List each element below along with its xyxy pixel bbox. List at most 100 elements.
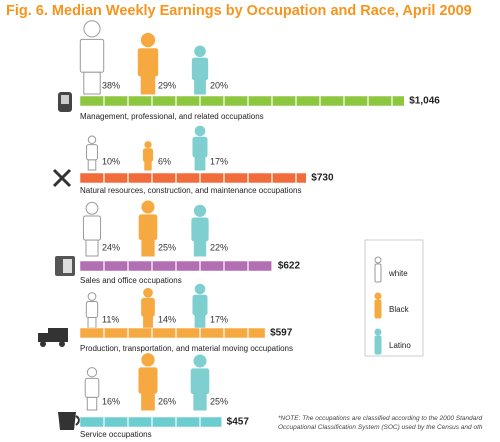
value-label: 17% [210,314,228,324]
person-figure [138,353,158,411]
legend-body [374,299,382,319]
legs [83,71,101,95]
head [193,354,207,368]
legs [193,240,207,257]
head [86,367,98,378]
head [87,292,97,301]
legend-label: white [388,269,408,278]
legend-item: Latino [374,328,411,355]
value-label: 6% [158,156,171,166]
earnings-label: $457 [227,417,250,428]
legend-label: Black [389,305,410,314]
value-label: 22% [210,242,228,252]
category-label: Service occupations [80,430,152,439]
category-label: Production, transportation, and material… [80,344,293,353]
body [79,38,105,73]
coffee-icon [58,412,80,430]
body [137,48,159,77]
chart-title: Fig. 6. Median Weekly Earnings by Occupa… [6,3,472,19]
head [140,32,156,48]
legend-head [374,292,382,300]
body [192,136,208,158]
body [141,297,155,317]
person-figure [79,20,105,95]
body [84,377,100,398]
legend-head [374,328,382,336]
legend-box [364,239,424,357]
legs [143,315,153,329]
head [83,20,101,38]
person-figure [138,200,158,257]
legs [87,316,97,329]
head [193,204,207,217]
value-label: 26% [158,396,176,406]
head [194,45,206,58]
body [191,57,209,81]
legend-item: white [374,256,408,283]
value-label: 24% [102,242,120,252]
legend-body [374,263,382,283]
office-phone-icon [55,256,75,276]
body [138,214,158,241]
legs [86,396,98,411]
person-figure [86,135,98,171]
head [143,287,153,298]
value-label: 10% [102,156,120,166]
head [141,200,155,214]
head [144,141,152,149]
earnings-bar [79,172,307,184]
earnings-bar [79,327,266,339]
legs [194,314,206,329]
value-label: 17% [210,156,228,166]
body [190,368,210,395]
body [138,367,158,394]
person-figure [190,354,210,411]
legs [193,393,207,411]
legend-head [374,256,382,264]
person-figure [137,32,159,95]
body [86,144,98,161]
value-label: 14% [158,314,176,324]
person-figure [85,292,99,329]
note: *NOTE: The occupations are classified ac… [278,415,483,431]
value-label: 11% [102,314,119,324]
person-figure [191,204,209,257]
person-figure [84,367,100,411]
legend-item: Black [374,292,410,319]
legend-label: Latino [389,341,411,350]
tools-icon [52,168,72,188]
earnings-bar [79,416,222,428]
head [87,135,97,144]
head [85,201,99,215]
body [191,217,209,242]
legend-body [374,335,382,355]
value-label: 25% [210,396,228,406]
legs [194,79,206,95]
person-figure [192,283,208,329]
earnings-bar [79,95,405,107]
head [194,125,206,137]
person-figure [82,201,102,257]
earnings-label: $597 [270,328,293,339]
body [85,301,99,318]
value-label: 16% [102,396,120,406]
person-figure [191,45,209,95]
legs [141,392,155,411]
earnings-label: $622 [278,261,301,272]
category-label: Sales and office occupations [80,276,182,285]
earnings-label: $730 [311,173,334,184]
person-figure [192,125,208,171]
head [194,283,206,295]
legs [194,156,206,171]
legs [140,75,156,95]
note-box: *NOTE: The occupations are classified ac… [278,415,483,431]
body [142,148,154,163]
value-label: 20% [210,80,228,90]
person-figure [141,287,155,329]
head [141,353,155,367]
truck-icon [38,328,68,347]
legs [85,239,99,257]
earnings-label: $1,046 [409,96,440,107]
